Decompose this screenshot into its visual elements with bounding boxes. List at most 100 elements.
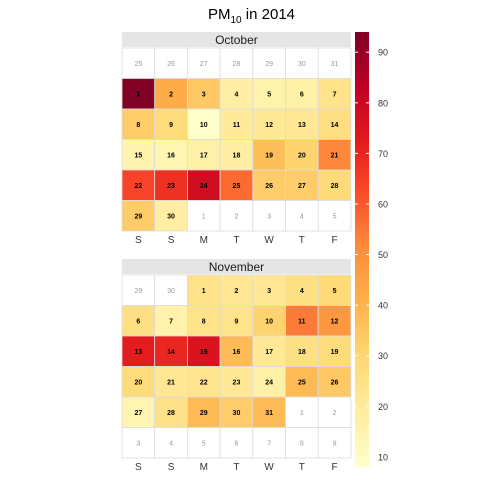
day-label: 2 <box>333 410 337 417</box>
day-label: 7 <box>267 440 271 447</box>
day-label: 13 <box>298 122 306 129</box>
day-cell <box>121 169 156 201</box>
day-cell <box>285 78 319 110</box>
day-label: 20 <box>134 379 142 386</box>
colorbar-tick-label: 90 <box>378 48 388 58</box>
day-label: 18 <box>298 349 306 356</box>
day-cell <box>121 427 156 459</box>
day-label: 15 <box>200 349 208 356</box>
day-label: 28 <box>233 61 241 68</box>
day-label: 28 <box>331 183 339 190</box>
colorbar-tick-label: 50 <box>378 250 388 260</box>
colorbar-tick-label: 30 <box>378 351 388 361</box>
day-label: 19 <box>331 349 339 356</box>
day-cell <box>219 366 254 398</box>
day-label: 30 <box>233 410 241 417</box>
day-cell <box>285 139 319 171</box>
day-cell <box>219 427 254 459</box>
day-label: 8 <box>202 318 206 325</box>
day-label: 28 <box>167 410 175 417</box>
day-label: 1 <box>202 288 206 295</box>
chart-title: PM10 in 2014 <box>208 6 295 26</box>
colorbar-tick-label: 10 <box>378 452 388 462</box>
day-cell <box>252 274 286 306</box>
day-label: 12 <box>331 318 339 325</box>
colorbar-tick-label: 20 <box>378 402 388 412</box>
day-label: 4 <box>234 91 238 98</box>
day-cell <box>317 396 352 428</box>
weekday-label: S <box>135 462 142 473</box>
day-cell <box>154 274 188 306</box>
day-label: 11 <box>233 122 241 129</box>
day-cell <box>252 169 286 201</box>
day-label: 23 <box>233 379 241 386</box>
day-label: 31 <box>265 410 273 417</box>
day-cell <box>252 305 286 337</box>
day-label: 7 <box>333 91 337 98</box>
day-label: 29 <box>134 288 142 295</box>
day-cell <box>317 78 352 110</box>
day-label: 29 <box>200 410 208 417</box>
day-label: 25 <box>233 183 241 190</box>
day-cell <box>186 139 221 171</box>
day-label: 17 <box>200 152 208 159</box>
weekday-label: S <box>168 462 175 473</box>
day-cell <box>317 366 352 398</box>
day-label: 22 <box>200 379 208 386</box>
day-label: 3 <box>202 91 206 98</box>
day-label: 1 <box>136 91 140 98</box>
day-label: 30 <box>167 213 175 220</box>
weekday-label: T <box>233 235 239 246</box>
day-label: 7 <box>169 318 173 325</box>
day-label: 30 <box>167 288 175 295</box>
day-label: 9 <box>333 440 337 447</box>
colorbar-tick-label: 80 <box>378 98 388 108</box>
day-label: 6 <box>234 440 238 447</box>
title-main: PM <box>208 6 231 23</box>
title-subscript: 10 <box>231 15 243 26</box>
day-cell <box>252 427 286 459</box>
day-label: 5 <box>333 288 337 295</box>
day-label: 23 <box>167 183 175 190</box>
day-label: 16 <box>167 152 175 159</box>
panel-strip <box>122 259 351 274</box>
weekday-label: S <box>168 235 175 246</box>
day-cell <box>252 335 286 367</box>
day-cell <box>186 335 221 367</box>
day-label: 14 <box>167 349 175 356</box>
weekday-label: W <box>264 462 274 473</box>
day-label: 9 <box>234 318 238 325</box>
day-label: 24 <box>200 183 208 190</box>
day-label: 4 <box>300 288 304 295</box>
weekday-label: W <box>264 235 274 246</box>
day-cell <box>219 200 254 232</box>
day-cell <box>121 335 156 367</box>
day-cell <box>285 47 319 79</box>
weekday-label: M <box>200 235 208 246</box>
day-label: 25 <box>298 379 306 386</box>
day-cell <box>317 108 352 140</box>
day-cell <box>252 108 286 140</box>
day-cell <box>285 169 319 201</box>
colorbar-tick-label: 70 <box>378 149 388 159</box>
day-label: 8 <box>300 440 304 447</box>
day-label: 26 <box>331 379 339 386</box>
day-cell <box>285 274 319 306</box>
day-label: 24 <box>265 379 273 386</box>
day-label: 10 <box>200 122 208 129</box>
weekday-label: T <box>299 462 305 473</box>
day-label: 3 <box>136 440 140 447</box>
day-cell <box>219 305 254 337</box>
day-cell <box>186 427 221 459</box>
day-cell <box>219 78 254 110</box>
day-cell <box>121 396 156 428</box>
day-cell <box>154 200 188 232</box>
day-label: 15 <box>134 152 142 159</box>
day-label: 25 <box>134 61 142 68</box>
day-label: 10 <box>265 318 273 325</box>
colorbar-gradient <box>355 32 369 467</box>
day-label: 18 <box>233 152 241 159</box>
